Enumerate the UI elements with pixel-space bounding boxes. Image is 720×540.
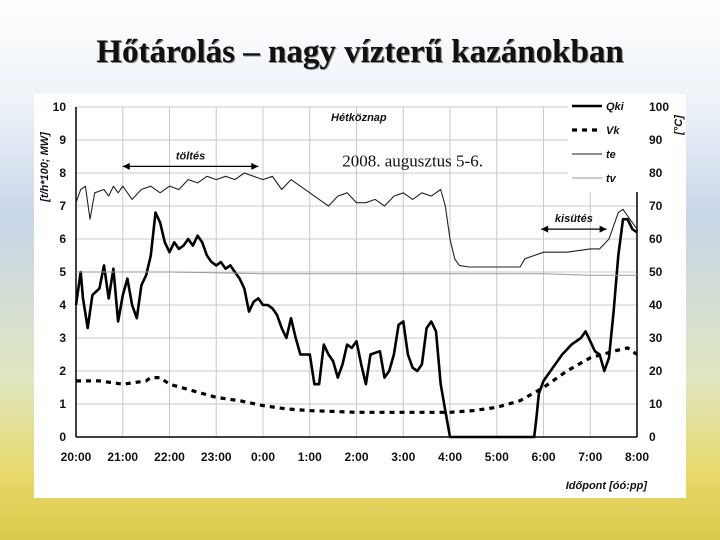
- chart-panel: 0 1 2 3 4 5 6 7 8 9 10 0 10 20 30 40 50 60 70 80 90 100 20:00 2…: [34, 94, 686, 498]
- x-tick-label: 21:00: [107, 450, 138, 464]
- y-right-tick-label: 100: [649, 100, 669, 114]
- y-left-tick-label: 1: [59, 397, 66, 411]
- annotation-kisutes-arrowhead-left: [541, 225, 549, 233]
- y-right-tick-label: 60: [649, 232, 663, 246]
- x-tick-label: 5:00: [485, 450, 509, 464]
- y-right-tick-label: 40: [649, 298, 663, 312]
- annotation-toltes-arrowhead-left: [122, 162, 130, 170]
- annotations: töltés kisütés: [122, 150, 607, 233]
- x-tick-label: 7:00: [578, 450, 602, 464]
- legend-label-vk: Vk: [606, 125, 620, 137]
- y-right-tick-label: 50: [649, 265, 663, 279]
- chart-subtitle: 2008. augusztus 5-6.: [342, 151, 483, 170]
- y-left-tick-label: 4: [59, 298, 66, 312]
- y-right-tick-label: 20: [649, 364, 663, 378]
- y-right-axis-title: [°C]: [673, 115, 685, 136]
- legend: Qki Vk te tv: [568, 96, 640, 192]
- x-tick-label: 22:00: [154, 450, 185, 464]
- x-tick-label: 2:00: [344, 450, 368, 464]
- y-left-tick-label: 9: [59, 133, 66, 147]
- y-right-tick-label: 70: [649, 199, 663, 213]
- x-tick-label: 1:00: [298, 450, 322, 464]
- x-axis-title: Időpont [óó:pp]: [566, 480, 648, 492]
- x-tick-label: 4:00: [438, 450, 462, 464]
- y-left-tick-label: 6: [59, 232, 66, 246]
- y-left-tick-label: 0: [59, 430, 66, 444]
- y-left-tick-label: 2: [59, 364, 66, 378]
- series-line-tv: [76, 271, 637, 276]
- y-left-tick-label: 10: [53, 100, 67, 114]
- y-left-tick-label: 7: [59, 199, 66, 213]
- y-right-tick-label: 30: [649, 331, 663, 345]
- series-line-vk: [76, 346, 638, 414]
- annotation-kisutes-arrowhead-right: [599, 225, 607, 233]
- legend-box: [568, 96, 640, 192]
- series-lines: [74, 172, 638, 439]
- y-left-tick-label: 8: [59, 166, 66, 180]
- annotation-toltes-label: töltés: [176, 150, 205, 162]
- y-right-tick-label: 0: [649, 430, 656, 444]
- annotation-toltes-arrowhead-right: [251, 162, 259, 170]
- x-tick-label: 6:00: [531, 450, 555, 464]
- slide-title: Hőtárolás – nagy vízterű kazánokban: [96, 34, 624, 70]
- y-right-tick-label: 10: [649, 397, 663, 411]
- legend-label-tv: tv: [606, 173, 617, 185]
- x-tick-label: 3:00: [391, 450, 415, 464]
- y-left-tick-label: 5: [59, 265, 66, 279]
- series-line-te: [75, 172, 638, 268]
- x-tick-label: 23:00: [201, 450, 232, 464]
- y-left-axis-title: [t/h*100; MW]: [39, 132, 51, 203]
- annotation-kisutes-label: kisütés: [555, 213, 593, 225]
- x-tick-label: 0:00: [251, 450, 275, 464]
- x-tick-label: 20:00: [61, 450, 92, 464]
- chart-title: Hétköznap: [331, 112, 387, 124]
- legend-label-qki: Qki: [606, 101, 625, 113]
- legend-label-te: te: [606, 149, 616, 161]
- y-left-tick-label: 3: [59, 331, 66, 345]
- x-tick-label: 8:00: [625, 450, 649, 464]
- y-right-tick-label: 80: [649, 166, 663, 180]
- y-right-tick-label: 90: [649, 133, 663, 147]
